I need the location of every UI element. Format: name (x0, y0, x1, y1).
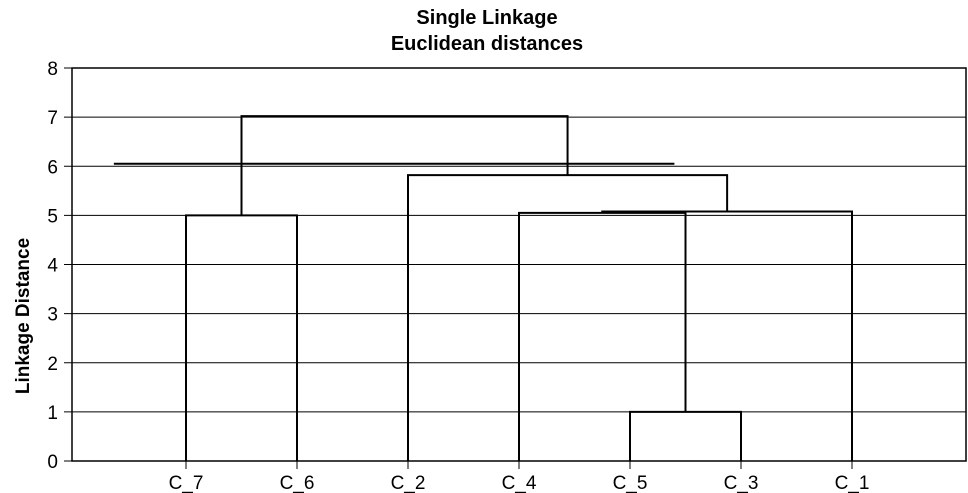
dendrogram-link (407, 174, 729, 461)
dendrogram-link (185, 214, 298, 461)
y-axis-label: Linkage Distance (13, 238, 34, 394)
x-tick-label: C_4 (502, 473, 537, 493)
chart-subtitle: Euclidean distances (391, 33, 583, 55)
x-tick-label: C_1 (835, 473, 870, 493)
x-tick-label: C_7 (169, 473, 204, 493)
y-tick-label: 1 (47, 403, 58, 424)
plot-frame (71, 67, 967, 462)
chart-title: Single Linkage (416, 7, 557, 29)
y-tick-label: 6 (47, 157, 58, 178)
y-tick-label: 7 (47, 108, 58, 129)
y-tick-label: 2 (47, 354, 58, 375)
x-tick-label: C_3 (724, 473, 759, 493)
dendrogram-link (518, 211, 687, 461)
x-tick-label: C_2 (391, 473, 426, 493)
x-tick-label: C_5 (613, 473, 648, 493)
y-tick-label: 3 (47, 305, 58, 326)
y-tick-label: 4 (47, 256, 58, 277)
y-axis-ticks: 0 1 2 3 4 5 6 7 8 (47, 59, 72, 473)
dendrogram-branches (113, 115, 853, 461)
y-tick-label: 5 (47, 206, 58, 227)
y-tick-label: 0 (47, 452, 58, 473)
y-tick-label: 8 (47, 59, 58, 80)
dendrogram-link (240, 115, 569, 216)
dendrogram-link (601, 210, 853, 461)
dendrogram-link (629, 410, 742, 461)
x-tick-label: C_6 (280, 473, 315, 493)
x-axis-ticks: C_7 C_6 C_2 C_4 C_5 C_3 C_1 (169, 461, 870, 493)
